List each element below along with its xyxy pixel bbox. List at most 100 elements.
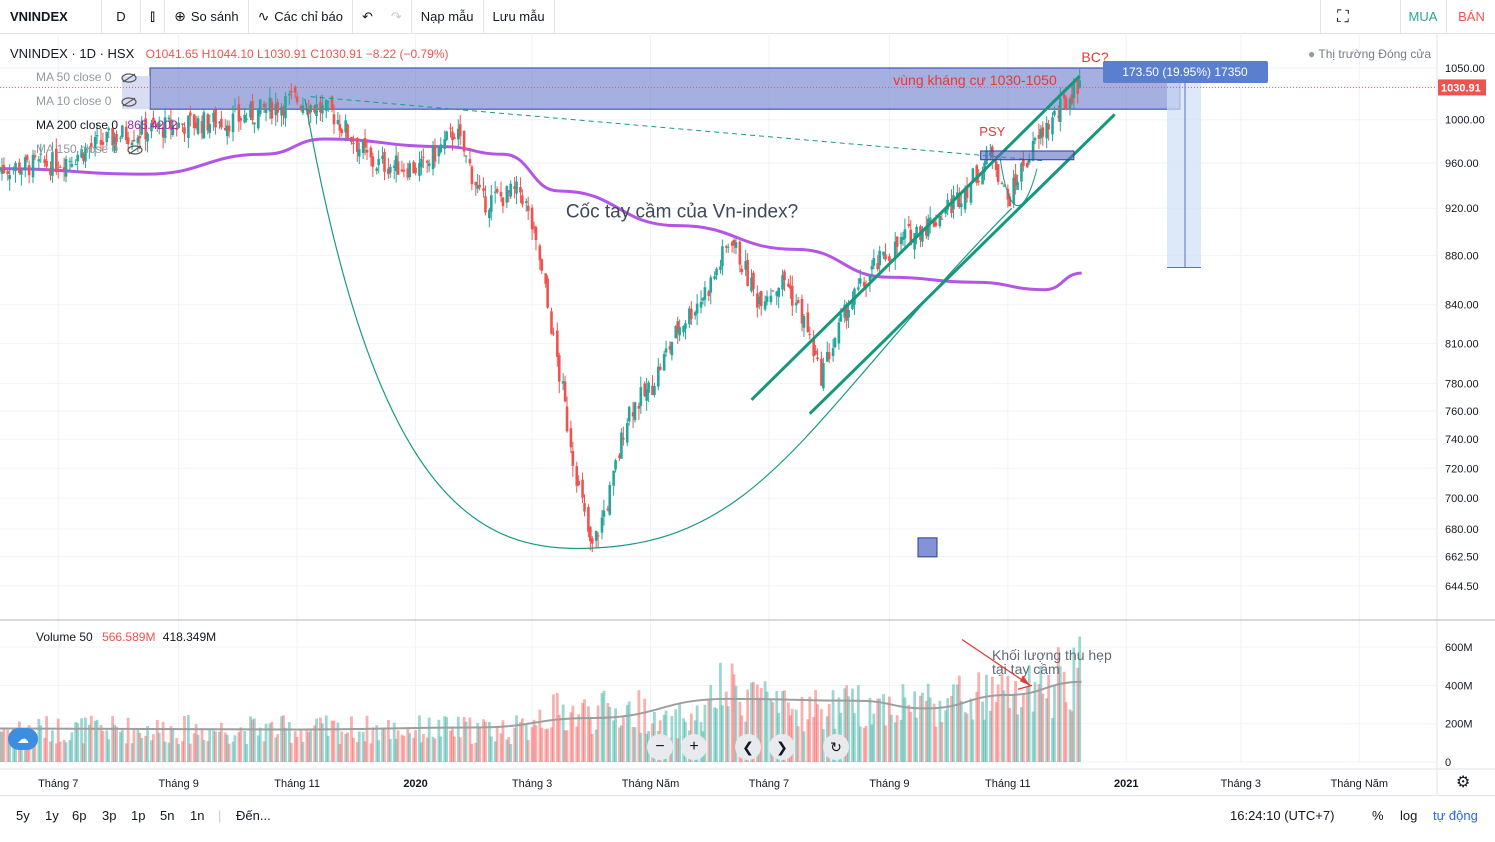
legend-ma150[interactable]: MA 150 close 0 [36,142,144,156]
volume-bar [223,732,227,762]
legend-volume[interactable]: Volume 50 566.589M 418.349M [36,630,216,644]
candle-body [657,366,660,387]
candle-body [319,102,322,113]
candle-body [833,337,837,348]
legend-ma50[interactable]: MA 50 close 0 [36,70,137,84]
volume-bar [274,737,278,762]
interval-button[interactable]: D [102,0,141,33]
volume-bar [484,722,487,762]
volume-bar [499,733,503,762]
save-template-button[interactable]: Lưu mẫu [484,0,555,33]
scroll-left-button[interactable]: ❮ [735,734,761,760]
channel-lower-line [808,113,1116,415]
volume-bar [985,674,988,762]
log-toggle[interactable]: log [1400,808,1418,823]
candle-body [662,354,666,371]
volume-bar [80,718,83,762]
goto-date-button[interactable]: Đến... [236,808,271,823]
range-6p[interactable]: 6p [72,808,87,823]
volume-bar [451,726,454,762]
candle-body [515,181,518,194]
volume-bar [996,684,1000,762]
candle-body [206,114,210,131]
candle-body [121,125,124,137]
indicators-button[interactable]: ∿ Các chỉ báo [249,0,353,33]
chart-type-button[interactable]: ⫾ [141,0,166,33]
volume-bar [703,704,707,762]
candle-body [651,385,654,396]
volume-bar [534,725,538,762]
zoom-in-button[interactable]: + [681,734,707,760]
candle-body [996,164,1000,182]
time-tick-label: Tháng Năm [622,778,679,790]
eye-off-icon[interactable] [121,73,137,83]
candle-body [701,298,705,301]
undo-button[interactable]: ↶ [353,0,382,33]
candle-body [445,131,448,140]
candle-body [882,251,885,256]
candle-body [806,312,810,333]
price-tick-label: 840.00 [1445,300,1479,312]
candle-body [594,530,598,541]
volume-bar [1025,687,1029,762]
candle-body [223,128,227,131]
range-1p[interactable]: 1p [131,808,146,823]
resistance-zone-layer: 173.50 (19.95%) 17350 1030.91 [0,60,1486,269]
volume-bar [258,727,262,762]
redo-button[interactable]: ↷ [382,0,412,33]
compare-button[interactable]: ⊕ So sánh [165,0,249,33]
legend-ma10[interactable]: MA 10 close 0 [36,94,137,108]
volume-bar [8,740,12,762]
eye-off-icon[interactable] [121,97,137,107]
volume-bar [45,716,49,762]
volume-bar [489,736,493,762]
volume-bar [544,729,548,762]
candle-body [981,171,984,185]
range-1y[interactable]: 1y [45,808,59,823]
price-chart-svg[interactable]: 173.50 (19.95%) 17350 1030.91 PSY vùng khá… [0,33,1495,795]
fullscreen-button[interactable]: ⛶ [1320,0,1365,33]
reset-chart-button[interactable]: ↻ [823,734,849,760]
volume-bar [369,743,373,762]
candle-body [383,151,386,172]
chart-area[interactable]: 173.50 (19.95%) 17350 1030.91 PSY vùng khá… [0,33,1495,795]
eye-off-icon[interactable] [127,145,144,155]
percent-toggle[interactable]: % [1372,808,1384,823]
time-tick-label: Tháng 9 [869,778,909,790]
range-5n[interactable]: 5n [160,808,175,823]
range-1n[interactable]: 1n [190,808,205,823]
candle-body [6,171,10,174]
candle-body [400,169,404,172]
volume-bar [344,733,348,762]
volume-bar [889,714,893,762]
range-5y[interactable]: 5y [16,808,30,823]
volume-bar [338,744,342,762]
volume-bar [84,717,87,762]
candle-body [74,164,78,166]
candle-body [924,227,928,236]
candle-body [530,207,534,230]
symbol-search[interactable]: VNINDEX [0,0,102,33]
volume-bar [192,733,196,762]
auto-toggle[interactable]: tự động [1433,808,1478,823]
range-3p[interactable]: 3p [102,808,117,823]
volume-bar [315,718,318,762]
buy-button[interactable]: MUA [1400,0,1445,33]
handle-curve [999,157,1038,207]
volume-bar [87,724,91,762]
zoom-out-button[interactable]: − [647,734,673,760]
candle-body [907,224,911,227]
volume-bar [449,730,452,762]
volume-bar [126,717,130,762]
volume-bar [816,704,819,762]
scroll-right-button[interactable]: ❯ [769,734,795,760]
sell-button[interactable]: BÁN [1446,0,1495,33]
candle-body [1033,138,1037,141]
load-template-button[interactable]: Nạp mẫu [412,0,484,33]
volume-bar [206,741,210,762]
settings-gear-button[interactable]: ⚙ [1456,772,1470,792]
candle-body [453,137,456,140]
legend-ma200[interactable]: MA 200 close 0 865.4202 [36,118,177,132]
candle-body [251,101,254,121]
price-tick-label: 720.00 [1445,463,1479,475]
